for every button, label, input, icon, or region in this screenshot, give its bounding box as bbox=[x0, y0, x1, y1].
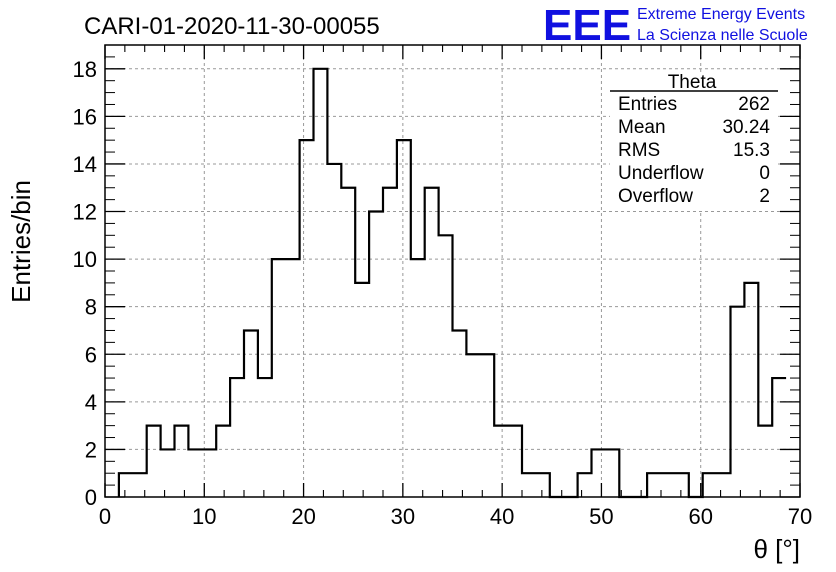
x-tick-label: 70 bbox=[788, 504, 812, 529]
y-tick-label: 10 bbox=[73, 247, 97, 272]
y-tick-label: 12 bbox=[73, 200, 97, 225]
axis-ticks bbox=[104, 45, 801, 498]
stats-rows: Entries 262 Mean 30.24 RMS 15.3 Underflow 0 Over… bbox=[618, 94, 770, 207]
x-tick-label: 10 bbox=[192, 504, 216, 529]
y-tick-label: 16 bbox=[73, 104, 97, 129]
y-axis-title: Entries/bin bbox=[6, 180, 36, 303]
chart-title: CARI-01-2020-11-30-00055 bbox=[84, 13, 380, 40]
stats-box-bg bbox=[610, 72, 778, 210]
histogram-series-line bbox=[117, 67, 787, 499]
stats-row-label: Overflow bbox=[618, 186, 693, 207]
stats-row-label: Entries bbox=[618, 94, 677, 115]
eee-logo-mark: EEE bbox=[543, 1, 631, 50]
x-tick-label: 20 bbox=[291, 504, 315, 529]
stats-row-value: 262 bbox=[738, 94, 770, 115]
stats-row-value: 2 bbox=[759, 186, 770, 207]
y-tick-label: 18 bbox=[73, 57, 97, 82]
logo-line-1: Extreme Energy Events bbox=[637, 6, 805, 23]
stats-row-label: RMS bbox=[618, 140, 660, 161]
stats-box: Theta Entries 262 Mean 30.24 RMS 15.3 Underflo… bbox=[610, 72, 778, 210]
stats-row-value: 0 bbox=[759, 163, 770, 184]
x-tick-label: 30 bbox=[391, 504, 415, 529]
stats-row-label: Underflow bbox=[618, 163, 704, 184]
y-tick-label: 2 bbox=[85, 437, 97, 462]
x-tick-labels: 0 10 20 30 40 50 60 70 bbox=[99, 504, 812, 529]
stats-box-title: Theta bbox=[668, 72, 717, 93]
x-tick-label: 0 bbox=[99, 504, 111, 529]
logo-line-2: La Scienza nelle Scuole bbox=[637, 27, 808, 44]
y-tick-labels: 0 2 4 6 8 10 12 14 16 18 bbox=[73, 57, 97, 510]
stats-row-value: 15.3 bbox=[733, 140, 770, 161]
x-tick-label: 50 bbox=[589, 504, 613, 529]
grid-lines bbox=[105, 45, 800, 497]
y-tick-label: 14 bbox=[73, 152, 97, 177]
x-tick-label: 60 bbox=[688, 504, 712, 529]
y-tick-label: 0 bbox=[85, 485, 97, 510]
stats-row-label: Mean bbox=[618, 117, 666, 138]
x-tick-label: 40 bbox=[490, 504, 514, 529]
y-tick-label: 4 bbox=[85, 390, 97, 415]
y-tick-label: 6 bbox=[85, 342, 97, 367]
y-tick-label: 8 bbox=[85, 295, 97, 320]
stats-row-value: 30.24 bbox=[722, 117, 770, 138]
x-axis-title: θ [°] bbox=[753, 534, 800, 564]
